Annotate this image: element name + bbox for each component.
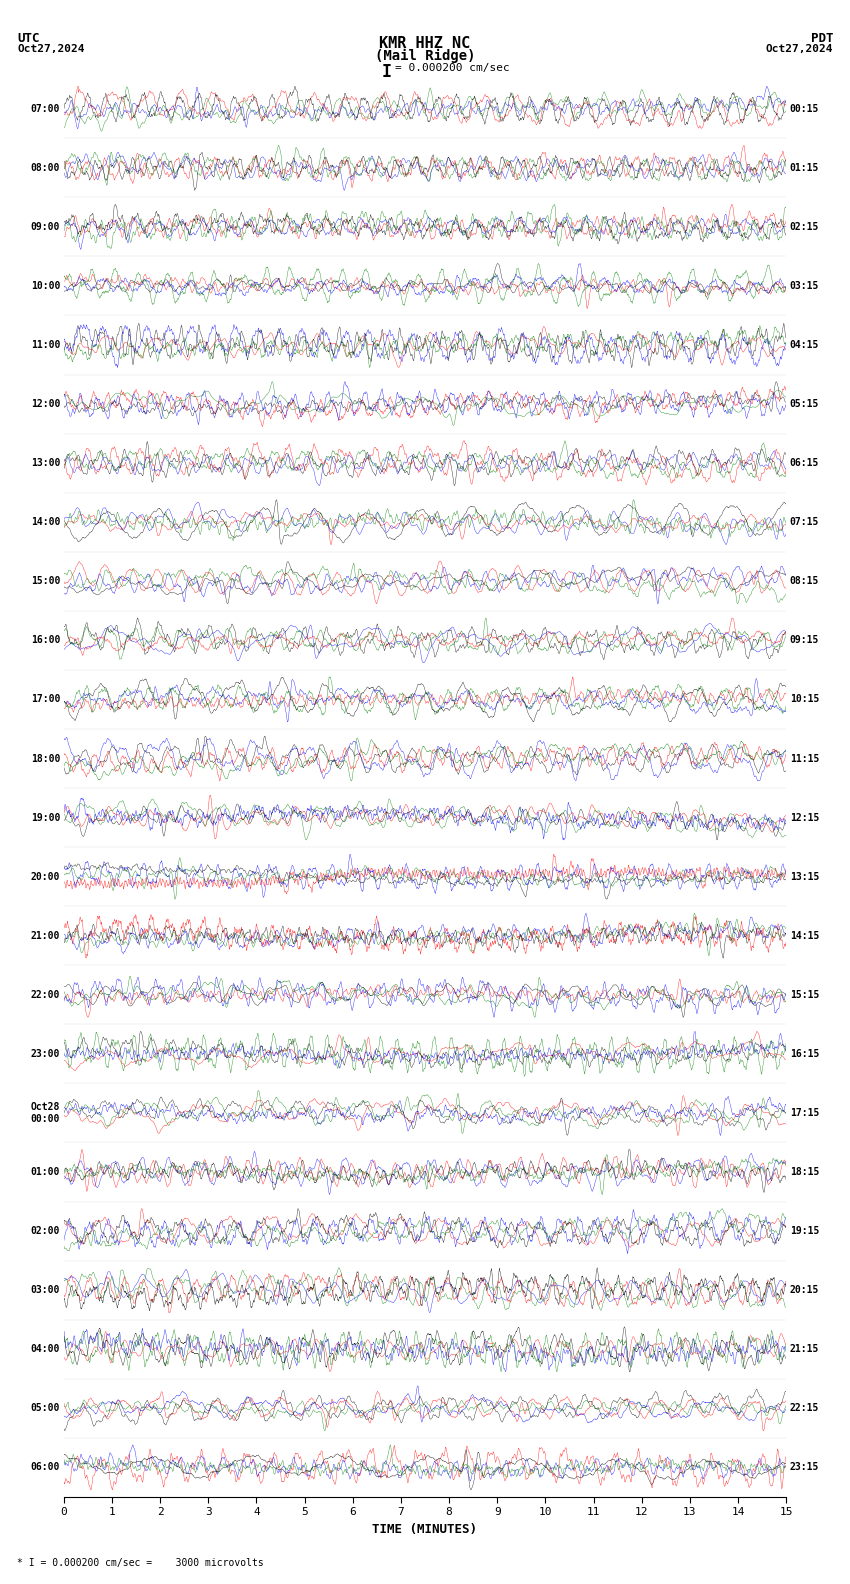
Text: KMR HHZ NC: KMR HHZ NC — [379, 36, 471, 51]
Text: 04:15: 04:15 — [790, 341, 819, 350]
Text: PDT: PDT — [811, 32, 833, 44]
Text: 12:00: 12:00 — [31, 399, 60, 409]
Text: 21:15: 21:15 — [790, 1345, 819, 1354]
Text: 23:00: 23:00 — [31, 1049, 60, 1058]
Text: 21:00: 21:00 — [31, 931, 60, 941]
Text: 22:15: 22:15 — [790, 1403, 819, 1413]
Text: 09:00: 09:00 — [31, 222, 60, 231]
Text: Oct28
00:00: Oct28 00:00 — [31, 1102, 60, 1123]
Text: Oct27,2024: Oct27,2024 — [766, 44, 833, 54]
Text: 05:00: 05:00 — [31, 1403, 60, 1413]
Text: 22:00: 22:00 — [31, 990, 60, 1000]
Text: 07:15: 07:15 — [790, 518, 819, 527]
Text: 19:15: 19:15 — [790, 1226, 819, 1236]
Text: = 0.000200 cm/sec: = 0.000200 cm/sec — [395, 63, 510, 73]
Text: 20:00: 20:00 — [31, 871, 60, 882]
Text: 17:00: 17:00 — [31, 694, 60, 705]
Text: I: I — [382, 63, 392, 81]
Text: 08:00: 08:00 — [31, 163, 60, 173]
Text: 10:15: 10:15 — [790, 694, 819, 705]
Text: * I = 0.000200 cm/sec =    3000 microvolts: * I = 0.000200 cm/sec = 3000 microvolts — [17, 1559, 264, 1568]
Text: 18:15: 18:15 — [790, 1167, 819, 1177]
Text: 14:15: 14:15 — [790, 931, 819, 941]
Text: 01:00: 01:00 — [31, 1167, 60, 1177]
Text: 15:15: 15:15 — [790, 990, 819, 1000]
X-axis label: TIME (MINUTES): TIME (MINUTES) — [372, 1522, 478, 1536]
Text: 00:15: 00:15 — [790, 103, 819, 114]
Text: 02:15: 02:15 — [790, 222, 819, 231]
Text: 06:00: 06:00 — [31, 1462, 60, 1473]
Text: 06:15: 06:15 — [790, 458, 819, 469]
Text: 15:00: 15:00 — [31, 577, 60, 586]
Text: UTC: UTC — [17, 32, 39, 44]
Text: 14:00: 14:00 — [31, 518, 60, 527]
Text: 01:15: 01:15 — [790, 163, 819, 173]
Text: 16:00: 16:00 — [31, 635, 60, 645]
Text: 02:00: 02:00 — [31, 1226, 60, 1236]
Text: 13:15: 13:15 — [790, 871, 819, 882]
Text: 05:15: 05:15 — [790, 399, 819, 409]
Text: 18:00: 18:00 — [31, 754, 60, 763]
Text: 11:00: 11:00 — [31, 341, 60, 350]
Text: 04:00: 04:00 — [31, 1345, 60, 1354]
Text: Oct27,2024: Oct27,2024 — [17, 44, 84, 54]
Text: 08:15: 08:15 — [790, 577, 819, 586]
Text: 03:00: 03:00 — [31, 1285, 60, 1296]
Text: 23:15: 23:15 — [790, 1462, 819, 1473]
Text: 09:15: 09:15 — [790, 635, 819, 645]
Text: 16:15: 16:15 — [790, 1049, 819, 1058]
Text: (Mail Ridge): (Mail Ridge) — [375, 49, 475, 63]
Text: 20:15: 20:15 — [790, 1285, 819, 1296]
Text: 03:15: 03:15 — [790, 280, 819, 291]
Text: 10:00: 10:00 — [31, 280, 60, 291]
Text: 13:00: 13:00 — [31, 458, 60, 469]
Text: 07:00: 07:00 — [31, 103, 60, 114]
Text: 17:15: 17:15 — [790, 1107, 819, 1118]
Text: 19:00: 19:00 — [31, 813, 60, 822]
Text: 12:15: 12:15 — [790, 813, 819, 822]
Text: 11:15: 11:15 — [790, 754, 819, 763]
